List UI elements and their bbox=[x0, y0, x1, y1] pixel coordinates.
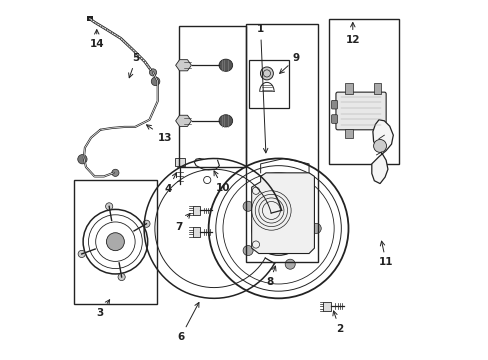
Bar bbox=[246, 24, 317, 262]
Text: 2: 2 bbox=[332, 311, 343, 334]
Text: 1: 1 bbox=[257, 24, 267, 153]
Text: 14: 14 bbox=[89, 30, 104, 49]
Circle shape bbox=[243, 201, 253, 211]
Text: 3: 3 bbox=[97, 300, 109, 318]
Polygon shape bbox=[251, 173, 314, 253]
Bar bbox=[344, 83, 352, 94]
Circle shape bbox=[106, 233, 124, 251]
Text: 7: 7 bbox=[175, 213, 190, 231]
FancyBboxPatch shape bbox=[331, 115, 337, 123]
Bar bbox=[249, 60, 288, 108]
Circle shape bbox=[78, 154, 87, 164]
Text: 10: 10 bbox=[214, 171, 230, 193]
Circle shape bbox=[310, 224, 321, 233]
Circle shape bbox=[271, 222, 285, 235]
Text: 8: 8 bbox=[265, 266, 275, 287]
Circle shape bbox=[149, 69, 156, 76]
Text: 12: 12 bbox=[345, 22, 359, 45]
Polygon shape bbox=[192, 206, 200, 215]
Circle shape bbox=[285, 188, 295, 198]
FancyBboxPatch shape bbox=[331, 100, 337, 109]
Bar bbox=[86, 17, 93, 21]
Circle shape bbox=[78, 250, 85, 257]
Circle shape bbox=[373, 139, 386, 152]
Polygon shape bbox=[371, 120, 392, 184]
Circle shape bbox=[151, 77, 160, 86]
Text: 5: 5 bbox=[128, 53, 140, 78]
Polygon shape bbox=[175, 115, 191, 126]
Circle shape bbox=[285, 259, 295, 269]
FancyBboxPatch shape bbox=[335, 92, 386, 130]
Bar bbox=[179, 26, 245, 167]
Circle shape bbox=[260, 67, 273, 80]
Bar bbox=[373, 83, 381, 94]
Ellipse shape bbox=[219, 115, 232, 127]
Ellipse shape bbox=[219, 59, 232, 71]
Circle shape bbox=[142, 220, 150, 227]
Circle shape bbox=[243, 246, 253, 256]
Polygon shape bbox=[175, 60, 191, 71]
Text: 13: 13 bbox=[146, 125, 172, 143]
Text: 6: 6 bbox=[177, 302, 199, 342]
Bar bbox=[373, 129, 381, 138]
Bar bbox=[328, 19, 398, 164]
Bar bbox=[74, 180, 156, 304]
Text: 4: 4 bbox=[164, 173, 176, 194]
Polygon shape bbox=[192, 227, 200, 237]
Text: 9: 9 bbox=[279, 53, 300, 73]
Polygon shape bbox=[323, 302, 330, 311]
Circle shape bbox=[105, 203, 113, 210]
Text: 11: 11 bbox=[378, 241, 393, 267]
Circle shape bbox=[118, 273, 125, 280]
Bar bbox=[344, 129, 352, 138]
Polygon shape bbox=[175, 158, 184, 166]
Circle shape bbox=[112, 169, 119, 176]
